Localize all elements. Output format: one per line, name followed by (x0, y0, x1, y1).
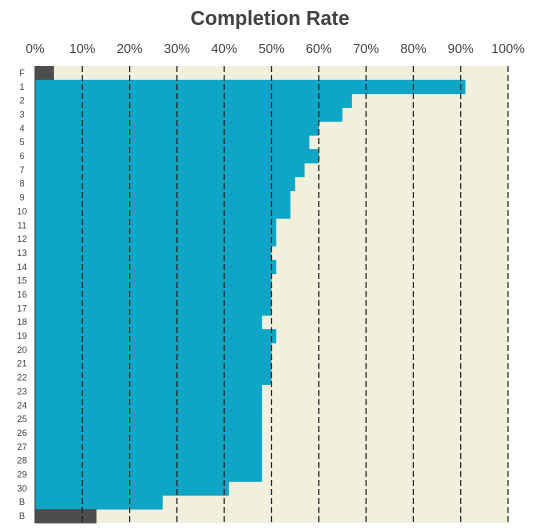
bar (35, 412, 263, 427)
bar (35, 246, 272, 261)
x-tick-label: 30% (164, 41, 190, 56)
y-category-label: 12 (17, 234, 27, 244)
y-category-label: 4 (19, 123, 24, 133)
y-category-label: 26 (17, 428, 27, 438)
x-tick-label: 10% (69, 41, 95, 56)
y-category-label: 11 (17, 220, 26, 230)
x-tick-label: 100% (491, 41, 525, 56)
bar (35, 384, 263, 399)
bar (35, 162, 305, 178)
x-tick-label: 0% (26, 41, 45, 56)
y-category-label: 10 (17, 206, 27, 216)
bar (35, 467, 263, 482)
y-category-label: 6 (19, 151, 24, 161)
x-tick-label: 70% (353, 41, 379, 56)
bar (35, 66, 54, 81)
bar (35, 356, 272, 372)
bar (35, 287, 272, 302)
y-category-label: 16 (17, 290, 27, 300)
y-category-label: B (19, 511, 25, 521)
y-category-label: F (19, 68, 25, 78)
x-tick-label: 40% (211, 41, 237, 56)
bar (35, 190, 291, 205)
y-category-label: 3 (19, 109, 24, 119)
y-category-label: 7 (19, 165, 24, 175)
bar (35, 232, 277, 247)
bar (35, 176, 296, 192)
y-category-label: 22 (17, 373, 27, 383)
bar (35, 79, 466, 95)
bar (35, 342, 272, 358)
bar (35, 426, 263, 441)
x-tick-label: 50% (258, 41, 284, 56)
x-tick-label: 80% (400, 41, 426, 56)
bar (35, 273, 272, 288)
bar (35, 315, 263, 330)
bar (35, 509, 97, 524)
y-category-label: 8 (19, 179, 24, 189)
y-category-label: 9 (19, 193, 24, 203)
y-category-label: 17 (17, 303, 27, 313)
y-category-label: 19 (17, 331, 27, 341)
chart-title: Completion Rate (190, 8, 350, 30)
y-category-label: 5 (19, 137, 24, 147)
y-category-label: 2 (19, 96, 24, 106)
y-category-label: 13 (17, 248, 27, 258)
bar (35, 121, 319, 136)
bar (35, 93, 352, 108)
y-category-label: 15 (17, 276, 27, 286)
bar (35, 329, 277, 344)
bar (35, 370, 272, 385)
y-category-label: 1 (19, 82, 24, 92)
y-category-label: 24 (17, 400, 27, 410)
bar (35, 218, 277, 233)
y-category-label: 21 (17, 359, 27, 369)
y-category-label: 23 (17, 386, 27, 396)
y-category-label: 30 (17, 483, 27, 493)
x-tick-label: 60% (306, 41, 332, 56)
bar (35, 204, 291, 219)
x-tick-label: 20% (117, 41, 143, 56)
bar (35, 107, 343, 122)
bar (35, 301, 272, 316)
x-tick-label: 90% (448, 41, 474, 56)
y-category-label: 27 (17, 442, 27, 452)
bar (35, 453, 263, 469)
y-category-label: B (19, 497, 25, 507)
bar (35, 481, 229, 496)
y-category-label: 29 (17, 470, 27, 480)
y-category-label: 18 (17, 317, 27, 327)
bar (35, 398, 263, 413)
y-category-label: 25 (17, 414, 27, 424)
bar (35, 495, 163, 510)
bar (35, 259, 277, 275)
y-category-label: 14 (17, 262, 27, 272)
bar (35, 135, 310, 150)
y-category-label: 20 (17, 345, 27, 355)
y-category-label: 28 (17, 456, 27, 466)
bar (35, 439, 263, 455)
